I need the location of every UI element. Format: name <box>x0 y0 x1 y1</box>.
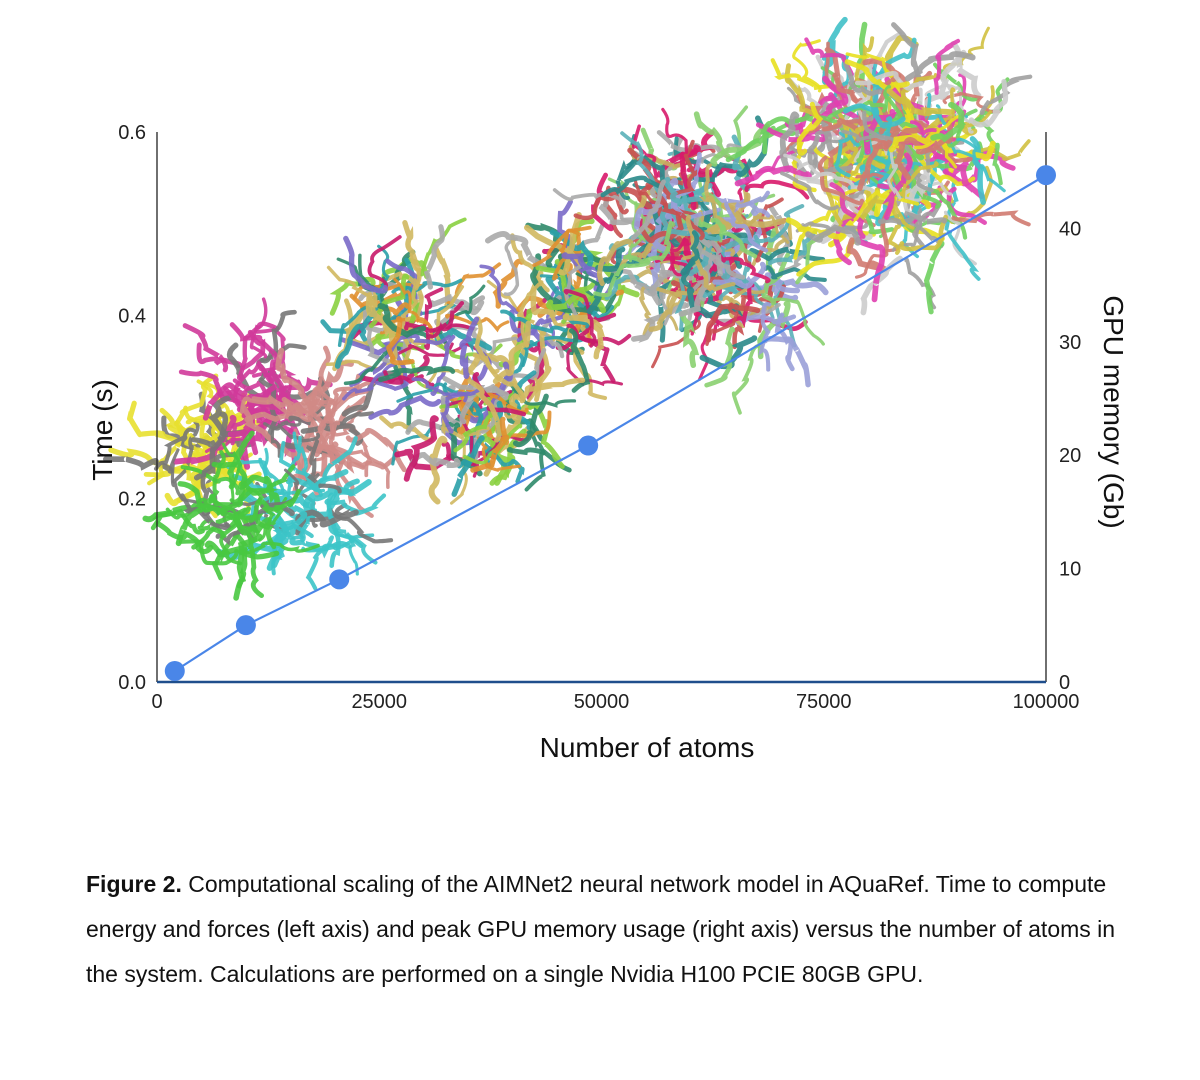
y-tick-label: 0.4 <box>118 305 146 327</box>
protein-trimer-icon <box>368 316 586 505</box>
chart: 0 25000 50000 75000 100000 0.0 0.2 0.4 0.6 0 10 2… <box>87 16 1129 763</box>
x-tick-label: 100000 <box>1013 691 1080 713</box>
caption-label: Figure 2. <box>86 871 182 897</box>
x-tick-label: 75000 <box>796 691 852 713</box>
y2-tick-label: 10 <box>1059 559 1081 581</box>
caption-text: Computational scaling of the AIMNet2 neu… <box>86 871 1116 987</box>
y2-tick-label: 40 <box>1059 218 1081 240</box>
data-point <box>235 615 256 636</box>
x-tick-labels: 0 25000 50000 75000 100000 <box>151 691 1079 713</box>
x-tick-label: 0 <box>151 691 162 713</box>
data-point <box>329 569 350 590</box>
protein-pentamer-icon <box>142 430 320 601</box>
x-axis-title: Number of atoms <box>540 732 755 763</box>
series-layer <box>164 165 1056 681</box>
protein-pentamer-icon <box>239 345 407 518</box>
data-point <box>1036 165 1056 186</box>
figure-caption: Figure 2. Computational scaling of the A… <box>86 862 1136 997</box>
data-point <box>164 661 185 681</box>
x-tick-label: 25000 <box>351 691 407 713</box>
y-tick-label: 0.0 <box>118 672 146 694</box>
y2-tick-label: 0 <box>1059 672 1070 694</box>
y2-tick-label: 30 <box>1059 332 1081 354</box>
y2-tick-labels: 0 10 20 30 40 <box>1059 218 1081 694</box>
data-point <box>578 435 599 456</box>
y-axis-title: Time (s) <box>87 379 118 481</box>
y-tick-label: 0.6 <box>118 122 146 144</box>
y2-axis-title: GPU memory (Gb) <box>1098 295 1129 528</box>
x-tick-label: 50000 <box>574 691 630 713</box>
y2-tick-label: 20 <box>1059 445 1081 467</box>
y-tick-labels: 0.0 0.2 0.4 0.6 <box>118 122 146 694</box>
y-tick-label: 0.2 <box>118 489 146 511</box>
protein-pentamer-icon <box>172 297 333 481</box>
protein-pentamer-icon <box>102 373 279 530</box>
protein-complex-largest-icon <box>827 22 1033 220</box>
protein-structure-images <box>102 16 1033 601</box>
